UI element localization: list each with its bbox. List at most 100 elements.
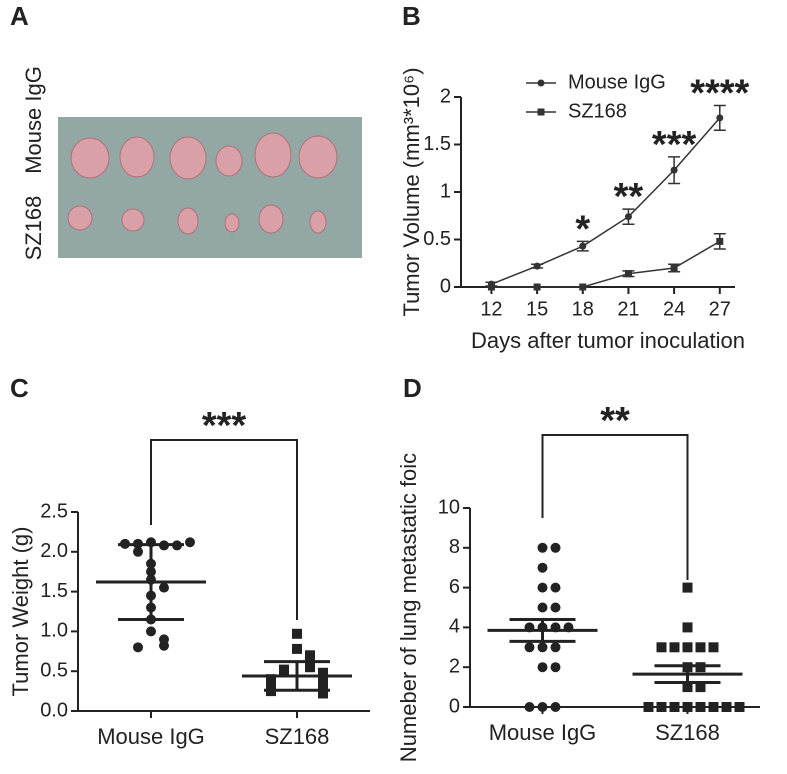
y-tick-label: 4 (449, 616, 460, 638)
y-tick-label: 0 (440, 275, 451, 297)
marker (537, 542, 548, 553)
marker (550, 602, 561, 613)
marker (537, 642, 548, 653)
y-axis-label: Numeber of lung metastatic foic (396, 453, 421, 762)
marker (279, 666, 289, 677)
panel-letter: B (402, 1, 421, 31)
x-tick-label: Mouse IgG (489, 720, 597, 745)
tumor (177, 207, 199, 235)
marker (643, 702, 654, 712)
significance: ** (600, 400, 630, 442)
panel-letter: C (10, 373, 29, 403)
marker (550, 662, 561, 673)
marker (537, 662, 548, 673)
marker (159, 582, 169, 593)
row-label: SZ168 (21, 196, 46, 261)
y-tick-label: 2.0 (40, 540, 68, 562)
tumor (67, 205, 93, 231)
marker (537, 79, 545, 87)
error-bar (264, 660, 330, 692)
y-tick-label: 8 (449, 536, 460, 558)
marker (537, 108, 545, 116)
marker (716, 114, 724, 122)
marker (524, 702, 535, 712)
marker (487, 283, 495, 291)
tumor (121, 208, 145, 232)
marker (318, 682, 328, 693)
tumor (298, 135, 338, 179)
marker (185, 537, 195, 548)
marker (533, 262, 541, 270)
marker (318, 688, 328, 699)
marker (292, 643, 302, 654)
row-label: Mouse IgG (21, 66, 46, 174)
marker (133, 546, 143, 557)
x-tick-label: 24 (663, 298, 685, 320)
marker (624, 213, 632, 221)
x-axis-label: Days after tumor inoculation (471, 328, 745, 353)
marker (318, 672, 328, 683)
significance: *** (652, 124, 697, 166)
significance: *** (202, 405, 247, 447)
tumor (224, 213, 240, 233)
tumor (70, 137, 110, 179)
tumor (254, 132, 292, 178)
marker (670, 166, 678, 174)
marker (537, 582, 548, 593)
y-tick-label: 10 (438, 496, 460, 518)
y-tick-label: 2 (440, 85, 451, 107)
marker (624, 270, 632, 278)
marker (550, 702, 561, 712)
marker (669, 702, 680, 712)
marker (550, 582, 561, 593)
bracket (541, 434, 689, 580)
y-tick-label: 1.5 (423, 133, 451, 155)
x-tick-label: 12 (480, 298, 502, 320)
marker (721, 702, 732, 712)
x-tick-label: 21 (617, 298, 639, 320)
marker (716, 237, 724, 245)
y-tick-label: 2.5 (40, 500, 68, 522)
marker (695, 682, 706, 693)
marker (695, 642, 706, 653)
y-tick-label: 1 (440, 180, 451, 202)
marker (682, 682, 693, 693)
y-tick-label: 6 (449, 576, 460, 598)
marker (682, 642, 693, 653)
marker (533, 283, 541, 291)
panel-letter: A (10, 1, 29, 31)
panel-letter: D (403, 373, 422, 403)
marker (305, 650, 315, 661)
marker (133, 642, 143, 653)
x-tick-label: 18 (572, 298, 594, 320)
error-bar (509, 617, 576, 643)
marker (159, 640, 169, 651)
tumor (258, 204, 284, 234)
marker (682, 582, 693, 593)
y-axis-label: Tumor Volume (mm³*10⁶) (399, 67, 424, 316)
x-tick-label: SZ168 (655, 720, 720, 745)
x-tick-label: 27 (709, 298, 731, 320)
marker (708, 702, 719, 712)
y-tick-label: 1.0 (40, 620, 68, 642)
y-tick-label: 0 (449, 695, 460, 717)
marker (146, 626, 156, 637)
significance: * (575, 208, 590, 250)
marker (537, 702, 548, 712)
marker (682, 622, 693, 633)
x-tick-label: Mouse IgG (97, 724, 205, 749)
tumor (215, 145, 243, 177)
tumor (309, 210, 327, 234)
marker (537, 602, 548, 613)
marker (734, 702, 745, 712)
y-tick-label: 2 (449, 655, 460, 677)
significance: ** (614, 176, 644, 218)
tumor (169, 136, 207, 180)
marker (656, 702, 667, 712)
marker (682, 702, 693, 712)
marker (656, 642, 667, 653)
bracket (150, 439, 298, 620)
marker (670, 264, 678, 272)
series-line (491, 117, 721, 285)
